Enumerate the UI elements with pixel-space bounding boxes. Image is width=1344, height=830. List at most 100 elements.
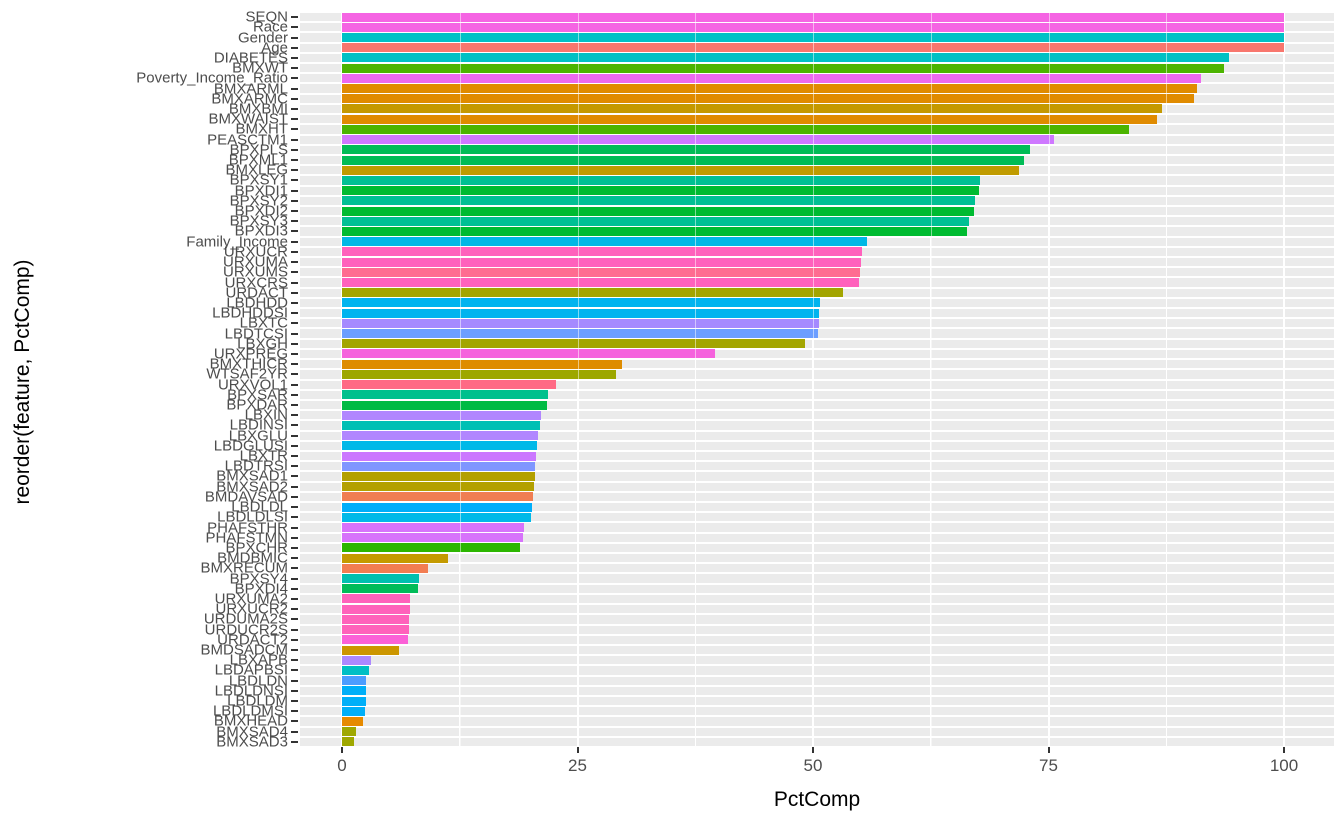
y-label-URXVOL1: URXVOL1 xyxy=(217,376,288,394)
y-label-BPXSY2: BPXSY2 xyxy=(229,192,288,210)
y-tick xyxy=(291,118,298,121)
y-tick xyxy=(291,679,298,682)
row-gridline xyxy=(300,572,1334,575)
y-label-BPXDAR: BPXDAR xyxy=(226,396,288,414)
x-axis-ticks xyxy=(300,747,1334,755)
y-tick xyxy=(291,363,298,366)
bar-Family_Income xyxy=(342,237,867,247)
row-gridline xyxy=(300,429,1334,432)
y-label-LBDTRSI: LBDTRSI xyxy=(224,457,288,475)
y-tick xyxy=(291,332,298,335)
y-tick xyxy=(291,516,298,519)
y-tick xyxy=(291,475,298,478)
y-label-LBXTR: LBXTR xyxy=(239,447,288,465)
bar-BPXSY4 xyxy=(342,574,420,584)
y-tick xyxy=(291,261,298,264)
bar-BMXARML xyxy=(342,84,1198,94)
y-label-BPXSY4: BPXSY4 xyxy=(229,570,288,588)
bar-BMXRECUM xyxy=(342,563,428,573)
bar-URDACT xyxy=(342,288,844,298)
y-tick xyxy=(291,107,298,110)
bar-BMXARMC xyxy=(342,94,1194,104)
bar-URXUMS xyxy=(342,267,861,277)
y-tick xyxy=(291,271,298,274)
x-tick xyxy=(576,747,579,753)
gridline-overlay xyxy=(459,12,461,747)
y-tick xyxy=(291,77,298,80)
row-gridline xyxy=(300,317,1334,320)
plot-panel xyxy=(300,12,1334,747)
y-tick xyxy=(291,720,298,723)
y-tick xyxy=(291,199,298,202)
y-tick xyxy=(291,250,298,253)
row-gridline xyxy=(300,603,1334,606)
row-gridline xyxy=(300,460,1334,463)
y-label-PHAFSTMN: PHAFSTMN xyxy=(205,529,289,547)
y-label-BMXBMI: BMXBMI xyxy=(228,100,288,118)
y-label-BMXRECUM: BMXRECUM xyxy=(200,559,288,577)
y-tick xyxy=(291,689,298,692)
y-tick xyxy=(291,352,298,355)
y-label-BMXARML: BMXARML xyxy=(213,80,288,98)
row-gridline xyxy=(300,654,1334,657)
y-label-BPXSAR: BPXSAR xyxy=(227,386,288,404)
y-tick xyxy=(291,312,298,315)
y-tick xyxy=(291,434,298,437)
y-label-BMXARMC: BMXARMC xyxy=(211,90,288,108)
bar-LBDLDMSI xyxy=(342,706,365,716)
y-label-LBDLDL: LBDLDL xyxy=(231,498,288,516)
y-label-BMXLEG: BMXLEG xyxy=(225,161,288,179)
row-gridline xyxy=(300,623,1334,626)
y-tick xyxy=(291,46,298,49)
y-tick xyxy=(291,495,298,498)
y-tick xyxy=(291,526,298,529)
y-tick xyxy=(291,710,298,713)
bar-BPXSY1 xyxy=(342,175,980,185)
row-gridline xyxy=(300,388,1334,391)
y-label-SEQN: SEQN xyxy=(245,8,288,26)
y-tick xyxy=(291,587,298,590)
bar-WTSAF2YR xyxy=(342,369,617,379)
bar-BPXSY2 xyxy=(342,196,976,206)
y-tick xyxy=(291,444,298,447)
y-tick xyxy=(291,608,298,611)
bar-LBDLDL xyxy=(342,502,533,512)
y-label-LBDLDN: LBDLDN xyxy=(228,672,288,690)
row-gridline xyxy=(300,715,1334,718)
y-label-BMDBMIC: BMDBMIC xyxy=(217,549,288,567)
y-label-LBXTC: LBXTC xyxy=(239,314,288,332)
x-tick-label-50: 50 xyxy=(803,756,823,775)
bar-LBDHDDSI xyxy=(342,308,819,318)
row-gridline xyxy=(300,245,1334,248)
bar-LBXAPB xyxy=(342,655,372,665)
y-label-BPXCHR: BPXCHR xyxy=(225,539,288,557)
gridline-overlay xyxy=(930,12,932,747)
y-tick xyxy=(291,638,298,641)
x-tick xyxy=(341,747,343,753)
y-label-LBDINSI: LBDINSI xyxy=(229,416,288,434)
y-tick xyxy=(291,424,298,427)
y-axis-ticks xyxy=(291,12,299,747)
row-gridline xyxy=(300,31,1334,34)
y-tick xyxy=(291,546,298,549)
y-tick xyxy=(291,210,298,213)
row-gridline xyxy=(300,72,1334,75)
bar-URXUMA2 xyxy=(342,594,410,604)
gridline-overlay xyxy=(1048,12,1050,747)
bar-LBXGLU xyxy=(342,431,538,441)
row-gridline xyxy=(300,633,1334,636)
y-label-LBXGH: LBXGH xyxy=(237,335,288,353)
gridline-overlay xyxy=(695,12,697,747)
y-tick xyxy=(291,659,298,662)
y-tick xyxy=(291,230,298,233)
y-tick xyxy=(291,383,298,386)
y-label-BPXDI1: BPXDI1 xyxy=(234,182,288,200)
row-gridline xyxy=(300,746,1334,747)
gridline-overlay xyxy=(577,12,579,747)
row-gridline xyxy=(300,439,1334,442)
y-label-LBXGLU: LBXGLU xyxy=(228,427,288,445)
bar-DIABETES xyxy=(342,53,1230,63)
y-label-URXCRS: URXCRS xyxy=(224,274,288,292)
y-label-WTSAF2YR: WTSAF2YR xyxy=(206,365,288,383)
bar-URDACT2 xyxy=(342,635,408,645)
